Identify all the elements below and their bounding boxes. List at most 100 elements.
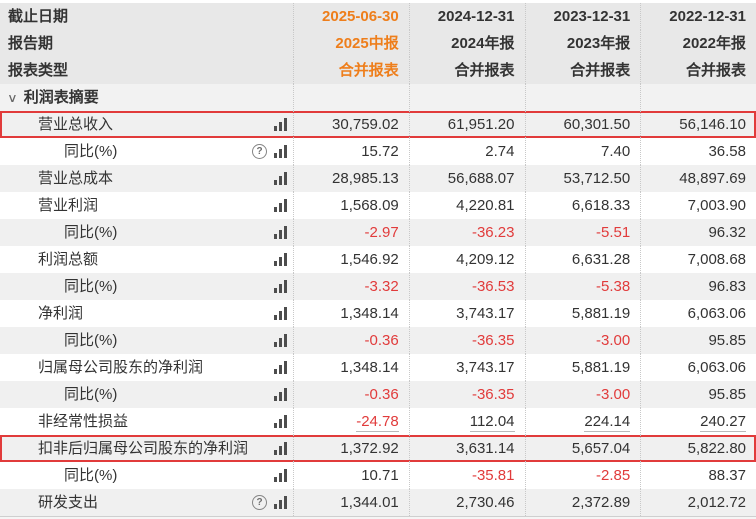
table-bottom-divider (0, 516, 756, 519)
value: 7,003.90 (687, 197, 746, 214)
row-icons (274, 435, 287, 462)
bar-chart-icon[interactable] (274, 280, 287, 293)
value: -3.00 (596, 386, 631, 403)
bar-chart-icon[interactable] (274, 388, 287, 401)
value: 48,897.69 (679, 170, 746, 187)
column-header-cell: 合并报表 (408, 57, 525, 84)
column-header-cell: 2023-12-31 (524, 3, 641, 30)
bar-chart-icon[interactable] (274, 145, 287, 158)
bar-chart-icon[interactable] (274, 172, 287, 185)
table-row[interactable]: 利润总额 1,546.92 4,209.12 6,631.28 7,008.68 (0, 246, 756, 273)
value: 30,759.02 (332, 116, 399, 133)
value: 7,008.68 (687, 251, 746, 268)
bar-chart-icon[interactable] (274, 415, 287, 428)
help-icon[interactable]: ? (252, 495, 267, 510)
bar-chart-icon[interactable] (274, 118, 287, 131)
table-row[interactable]: 营业总成本 28,985.13 56,688.07 53,712.50 48,897.6… (0, 165, 756, 192)
row-icons (274, 381, 287, 408)
value: 6,631.28 (571, 251, 631, 268)
bar-chart-icon[interactable] (274, 226, 287, 239)
row-icons (274, 408, 287, 435)
value-cell: 5,881.19 (524, 354, 641, 381)
value-cell: 6,618.33 (524, 192, 641, 219)
bar-chart-icon[interactable] (274, 496, 287, 509)
row-icons (274, 354, 287, 381)
value: 2,012.72 (687, 494, 746, 511)
table-row[interactable]: 研发支出? 1,344.01 2,730.46 2,372.89 2,012.72 (0, 489, 756, 516)
bar-chart-icon[interactable] (274, 334, 287, 347)
table-row-highlighted[interactable]: 营业总收入 30,759.02 61,951.20 60,301.50 56,146.1… (0, 111, 756, 138)
row-icons (274, 192, 287, 219)
help-icon[interactable]: ? (252, 144, 267, 159)
value-cell: 6,063.06 (640, 354, 756, 381)
value-cell: -2.97 (293, 219, 409, 246)
table-row[interactable]: 同比(%)? 15.72 2.74 7.40 36.58 (0, 138, 756, 165)
value-cell: 7,003.90 (640, 192, 756, 219)
bar-chart-icon[interactable] (274, 469, 287, 482)
header-row: 报告期 2025中报 2024年报 2023年报 2022年报 (0, 30, 756, 57)
chevron-down-icon[interactable]: ∨ (7, 91, 18, 105)
value-cell: -3.32 (293, 273, 409, 300)
value-link[interactable]: 112.04 (469, 413, 515, 432)
row-label: 同比(%) (64, 143, 118, 160)
row-label-cell: 营业总收入 (0, 111, 293, 138)
value: 3,743.17 (456, 305, 515, 322)
value-cell: 61,951.20 (408, 111, 525, 138)
value-link[interactable]: 224.14 (584, 413, 631, 432)
value-cell: 5,657.04 (524, 435, 641, 462)
header-row: 截止日期 2025-06-30 2024-12-31 2023-12-31 2022-1… (0, 3, 756, 30)
value-cell: 5,822.80 (640, 435, 756, 462)
row-label: 同比(%) (64, 386, 118, 403)
table-row[interactable]: 同比(%) -0.36 -36.35 -3.00 95.85 (0, 381, 756, 408)
row-label-cell: 同比(%) (0, 273, 293, 300)
value-cell: 3,743.17 (408, 354, 525, 381)
value: -36.53 (471, 278, 515, 295)
table-row[interactable]: 非经常性损益 -24.78 112.04 224.14 240.27 (0, 408, 756, 435)
row-label: 营业总收入 (38, 116, 114, 133)
section-row-income-statement-summary[interactable]: ∨ 利润表摘要 (0, 84, 756, 111)
section-empty-cell (408, 84, 525, 111)
table-row[interactable]: 同比(%) -2.97 -36.23 -5.51 96.32 (0, 219, 756, 246)
value-cell: 95.85 (640, 327, 756, 354)
value: 1,546.92 (340, 251, 399, 268)
table-row[interactable]: 归属母公司股东的净利润 1,348.14 3,743.17 5,881.19 6,063… (0, 354, 756, 381)
row-label-cell: 同比(%) (0, 381, 293, 408)
bar-chart-icon[interactable] (274, 307, 287, 320)
row-icons (274, 165, 287, 192)
column-header-cell: 2022-12-31 (640, 3, 756, 30)
row-label-cell: 营业总成本 (0, 165, 293, 192)
value-link[interactable]: 240.27 (700, 413, 746, 432)
value-cell: 1,348.14 (293, 354, 409, 381)
table-row[interactable]: 营业利润 1,568.09 4,220.81 6,618.33 7,003.90 (0, 192, 756, 219)
value: -3.00 (596, 332, 631, 349)
value: 96.83 (708, 278, 746, 295)
row-label: 营业利润 (38, 197, 99, 214)
value: 6,618.33 (571, 197, 631, 214)
value: -0.36 (364, 386, 399, 403)
value: 7.40 (601, 143, 631, 160)
table-row[interactable]: 同比(%) -0.36 -36.35 -3.00 95.85 (0, 327, 756, 354)
bar-chart-icon[interactable] (274, 442, 287, 455)
table-row[interactable]: 同比(%) 10.71 -35.81 -2.85 88.37 (0, 462, 756, 489)
value: -3.32 (364, 278, 399, 295)
value-cell: -36.53 (408, 273, 525, 300)
value-cell: 48,897.69 (640, 165, 756, 192)
row-label-cell: 扣非后归属母公司股东的净利润 (0, 435, 293, 462)
value: 6,063.06 (687, 305, 746, 322)
bar-chart-icon[interactable] (274, 253, 287, 266)
table-row-highlighted[interactable]: 扣非后归属母公司股东的净利润 1,372.92 3,631.14 5,657.04 5,… (0, 435, 756, 462)
bar-chart-icon[interactable] (274, 361, 287, 374)
header-row-label: 报表类型 (8, 62, 69, 79)
table-row[interactable]: 同比(%) -3.32 -36.53 -5.38 96.83 (0, 273, 756, 300)
value: -2.85 (596, 467, 631, 484)
value-cell: -24.78 (293, 408, 409, 435)
value: 10.71 (361, 467, 399, 484)
row-icons: ? (252, 138, 287, 165)
bar-chart-icon[interactable] (274, 199, 287, 212)
row-label-cell: 非经常性损益 (0, 408, 293, 435)
header-row: 报表类型 合并报表 合并报表 合并报表 合并报表 (0, 57, 756, 84)
value-cell: -36.35 (408, 327, 525, 354)
table-row[interactable]: 净利润 1,348.14 3,743.17 5,881.19 6,063.06 (0, 300, 756, 327)
value: 88.37 (708, 467, 746, 484)
value-link[interactable]: -24.78 (356, 413, 399, 432)
